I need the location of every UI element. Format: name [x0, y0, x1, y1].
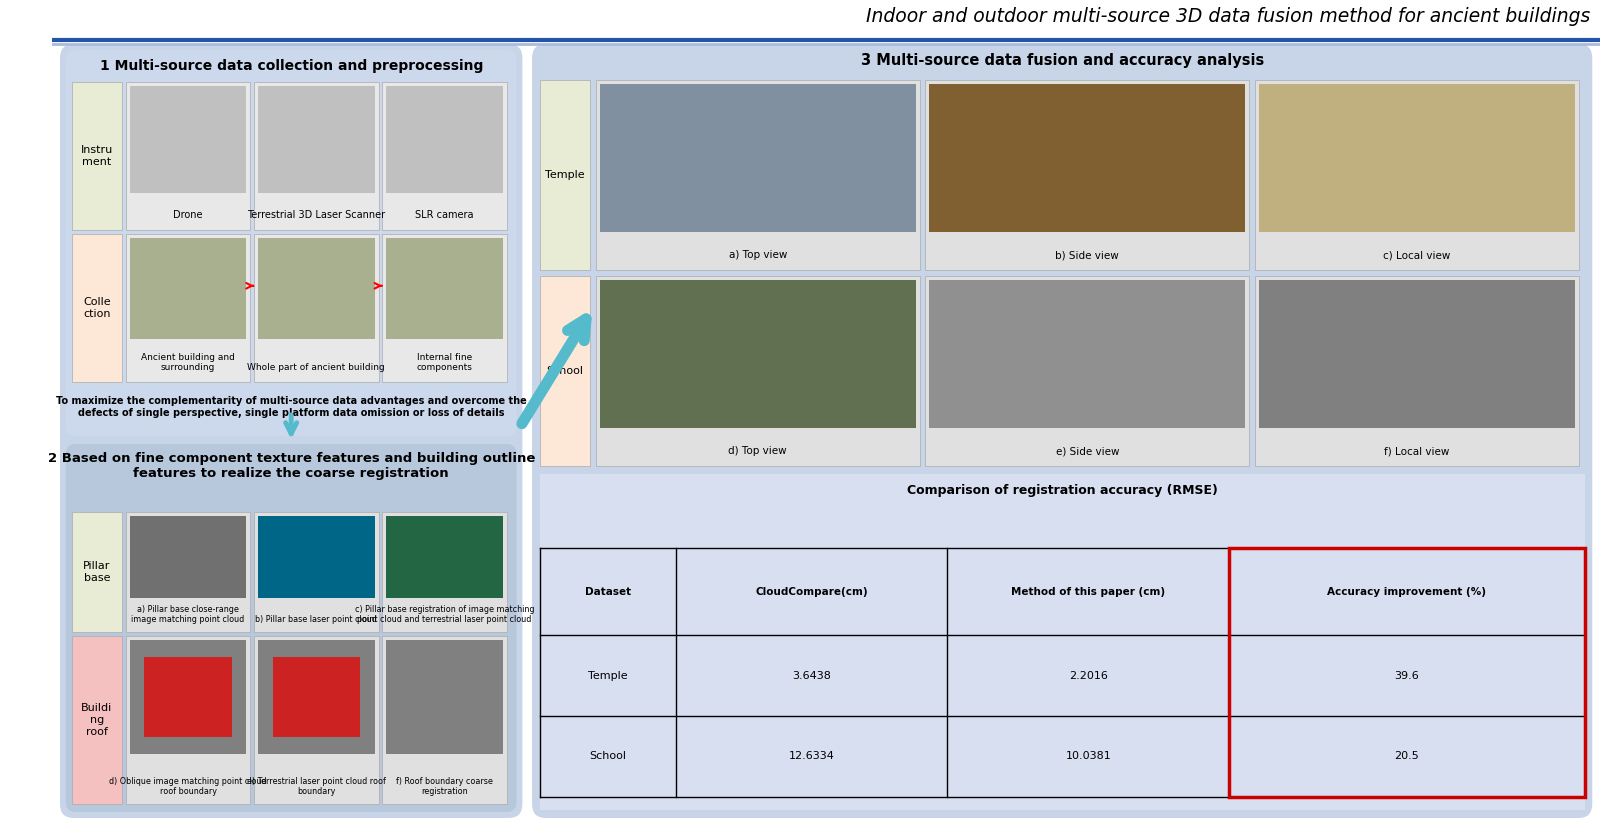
Bar [595, 80, 920, 270]
Text: SLR camera: SLR camera [416, 210, 474, 220]
Text: Temple: Temple [546, 170, 584, 180]
Text: d) Oblique image matching point cloud
roof boundary: d) Oblique image matching point cloud ro… [109, 776, 267, 796]
Bar [130, 640, 246, 754]
Bar [258, 86, 374, 192]
Text: Temple: Temple [587, 671, 627, 681]
Bar [539, 80, 590, 270]
Text: Colle
ction: Colle ction [83, 297, 110, 319]
Text: a) Top view: a) Top view [728, 250, 787, 260]
Text: 12.6334: 12.6334 [789, 751, 834, 762]
Bar [386, 640, 502, 754]
Bar [126, 636, 250, 804]
Bar [258, 640, 374, 754]
Bar [72, 636, 122, 804]
Bar [72, 234, 122, 382]
Bar [254, 82, 379, 230]
Text: 2.2016: 2.2016 [1069, 671, 1107, 681]
Text: School: School [547, 366, 584, 376]
Bar [130, 238, 246, 339]
Bar [126, 234, 250, 382]
Bar [600, 84, 915, 232]
Text: Comparison of registration accuracy (RMSE): Comparison of registration accuracy (RMS… [907, 484, 1218, 497]
Bar [258, 238, 374, 339]
Bar [130, 86, 246, 192]
Bar [258, 516, 374, 597]
Bar [925, 80, 1250, 270]
Bar [539, 474, 1584, 810]
Text: d) Top view: d) Top view [728, 446, 787, 456]
Text: 3.6438: 3.6438 [792, 671, 830, 681]
Text: Instru
ment: Instru ment [80, 145, 114, 167]
FancyBboxPatch shape [66, 50, 517, 436]
Text: Indoor and outdoor multi-source 3D data fusion method for ancient buildings: Indoor and outdoor multi-source 3D data … [866, 7, 1590, 26]
FancyBboxPatch shape [533, 44, 1592, 818]
Text: b) Side view: b) Side view [1056, 250, 1118, 260]
Bar [382, 512, 507, 632]
Text: a) Pillar base close-range
image matching point cloud: a) Pillar base close-range image matchin… [131, 605, 245, 624]
Text: 39.6: 39.6 [1395, 671, 1419, 681]
Text: 1 Multi-source data collection and preprocessing: 1 Multi-source data collection and prepr… [99, 59, 483, 73]
Bar [126, 82, 250, 230]
Text: Drone: Drone [173, 210, 203, 220]
Bar [539, 276, 590, 466]
Text: Internal fine
components: Internal fine components [416, 353, 472, 372]
Text: To maximize the complementarity of multi-source data advantages and overcome the: To maximize the complementarity of multi… [56, 396, 526, 418]
Bar [382, 234, 507, 382]
Bar [72, 82, 122, 230]
Bar [1259, 280, 1574, 428]
Bar [386, 86, 502, 192]
Bar [595, 276, 920, 466]
Bar [600, 280, 915, 428]
Bar [382, 82, 507, 230]
Text: c) Pillar base registration of image matching
point cloud and terrestrial laser : c) Pillar base registration of image mat… [355, 605, 534, 624]
FancyBboxPatch shape [61, 44, 522, 818]
Text: e) Terrestrial laser point cloud roof
boundary: e) Terrestrial laser point cloud roof bo… [246, 776, 386, 796]
Text: Accuracy improvement (%): Accuracy improvement (%) [1328, 586, 1486, 596]
Bar [254, 234, 379, 382]
Text: e) Side view: e) Side view [1056, 446, 1118, 456]
Bar [386, 516, 502, 597]
Bar [53, 0, 1600, 40]
Text: Terrestrial 3D Laser Scanner: Terrestrial 3D Laser Scanner [248, 210, 386, 220]
Bar [1254, 80, 1579, 270]
Bar [126, 512, 250, 632]
Text: Whole part of ancient building: Whole part of ancient building [248, 363, 386, 372]
Bar [1229, 548, 1584, 796]
Text: b) Pillar base laser point cloud: b) Pillar base laser point cloud [256, 615, 378, 624]
Bar [925, 276, 1250, 466]
Text: 20.5: 20.5 [1395, 751, 1419, 762]
Bar [386, 238, 502, 339]
Bar [930, 84, 1245, 232]
Bar [382, 636, 507, 804]
Text: f) Local view: f) Local view [1384, 446, 1450, 456]
Bar [72, 512, 122, 632]
FancyBboxPatch shape [66, 444, 517, 812]
Text: 2 Based on fine component texture features and building outline
features to real: 2 Based on fine component texture featur… [48, 452, 534, 480]
Text: Method of this paper (cm): Method of this paper (cm) [1011, 586, 1165, 596]
Text: 3 Multi-source data fusion and accuracy analysis: 3 Multi-source data fusion and accuracy … [861, 53, 1264, 68]
Text: Dataset: Dataset [584, 586, 630, 596]
Text: Pillar
base: Pillar base [83, 561, 110, 583]
Bar [130, 516, 246, 597]
Text: Buildi
ng
roof: Buildi ng roof [82, 704, 112, 737]
Text: CloudCompare(cm): CloudCompare(cm) [755, 586, 867, 596]
Text: 10.0381: 10.0381 [1066, 751, 1110, 762]
Bar [1254, 276, 1579, 466]
Text: School: School [589, 751, 626, 762]
Text: f) Roof boundary coarse
registration: f) Roof boundary coarse registration [397, 776, 493, 796]
Text: c) Local view: c) Local view [1382, 250, 1451, 260]
Bar [144, 657, 232, 737]
Text: Ancient building and
surrounding: Ancient building and surrounding [141, 353, 235, 372]
Bar [254, 512, 379, 632]
Bar [930, 280, 1245, 428]
Bar [272, 657, 360, 737]
Bar [1259, 84, 1574, 232]
Bar [254, 636, 379, 804]
